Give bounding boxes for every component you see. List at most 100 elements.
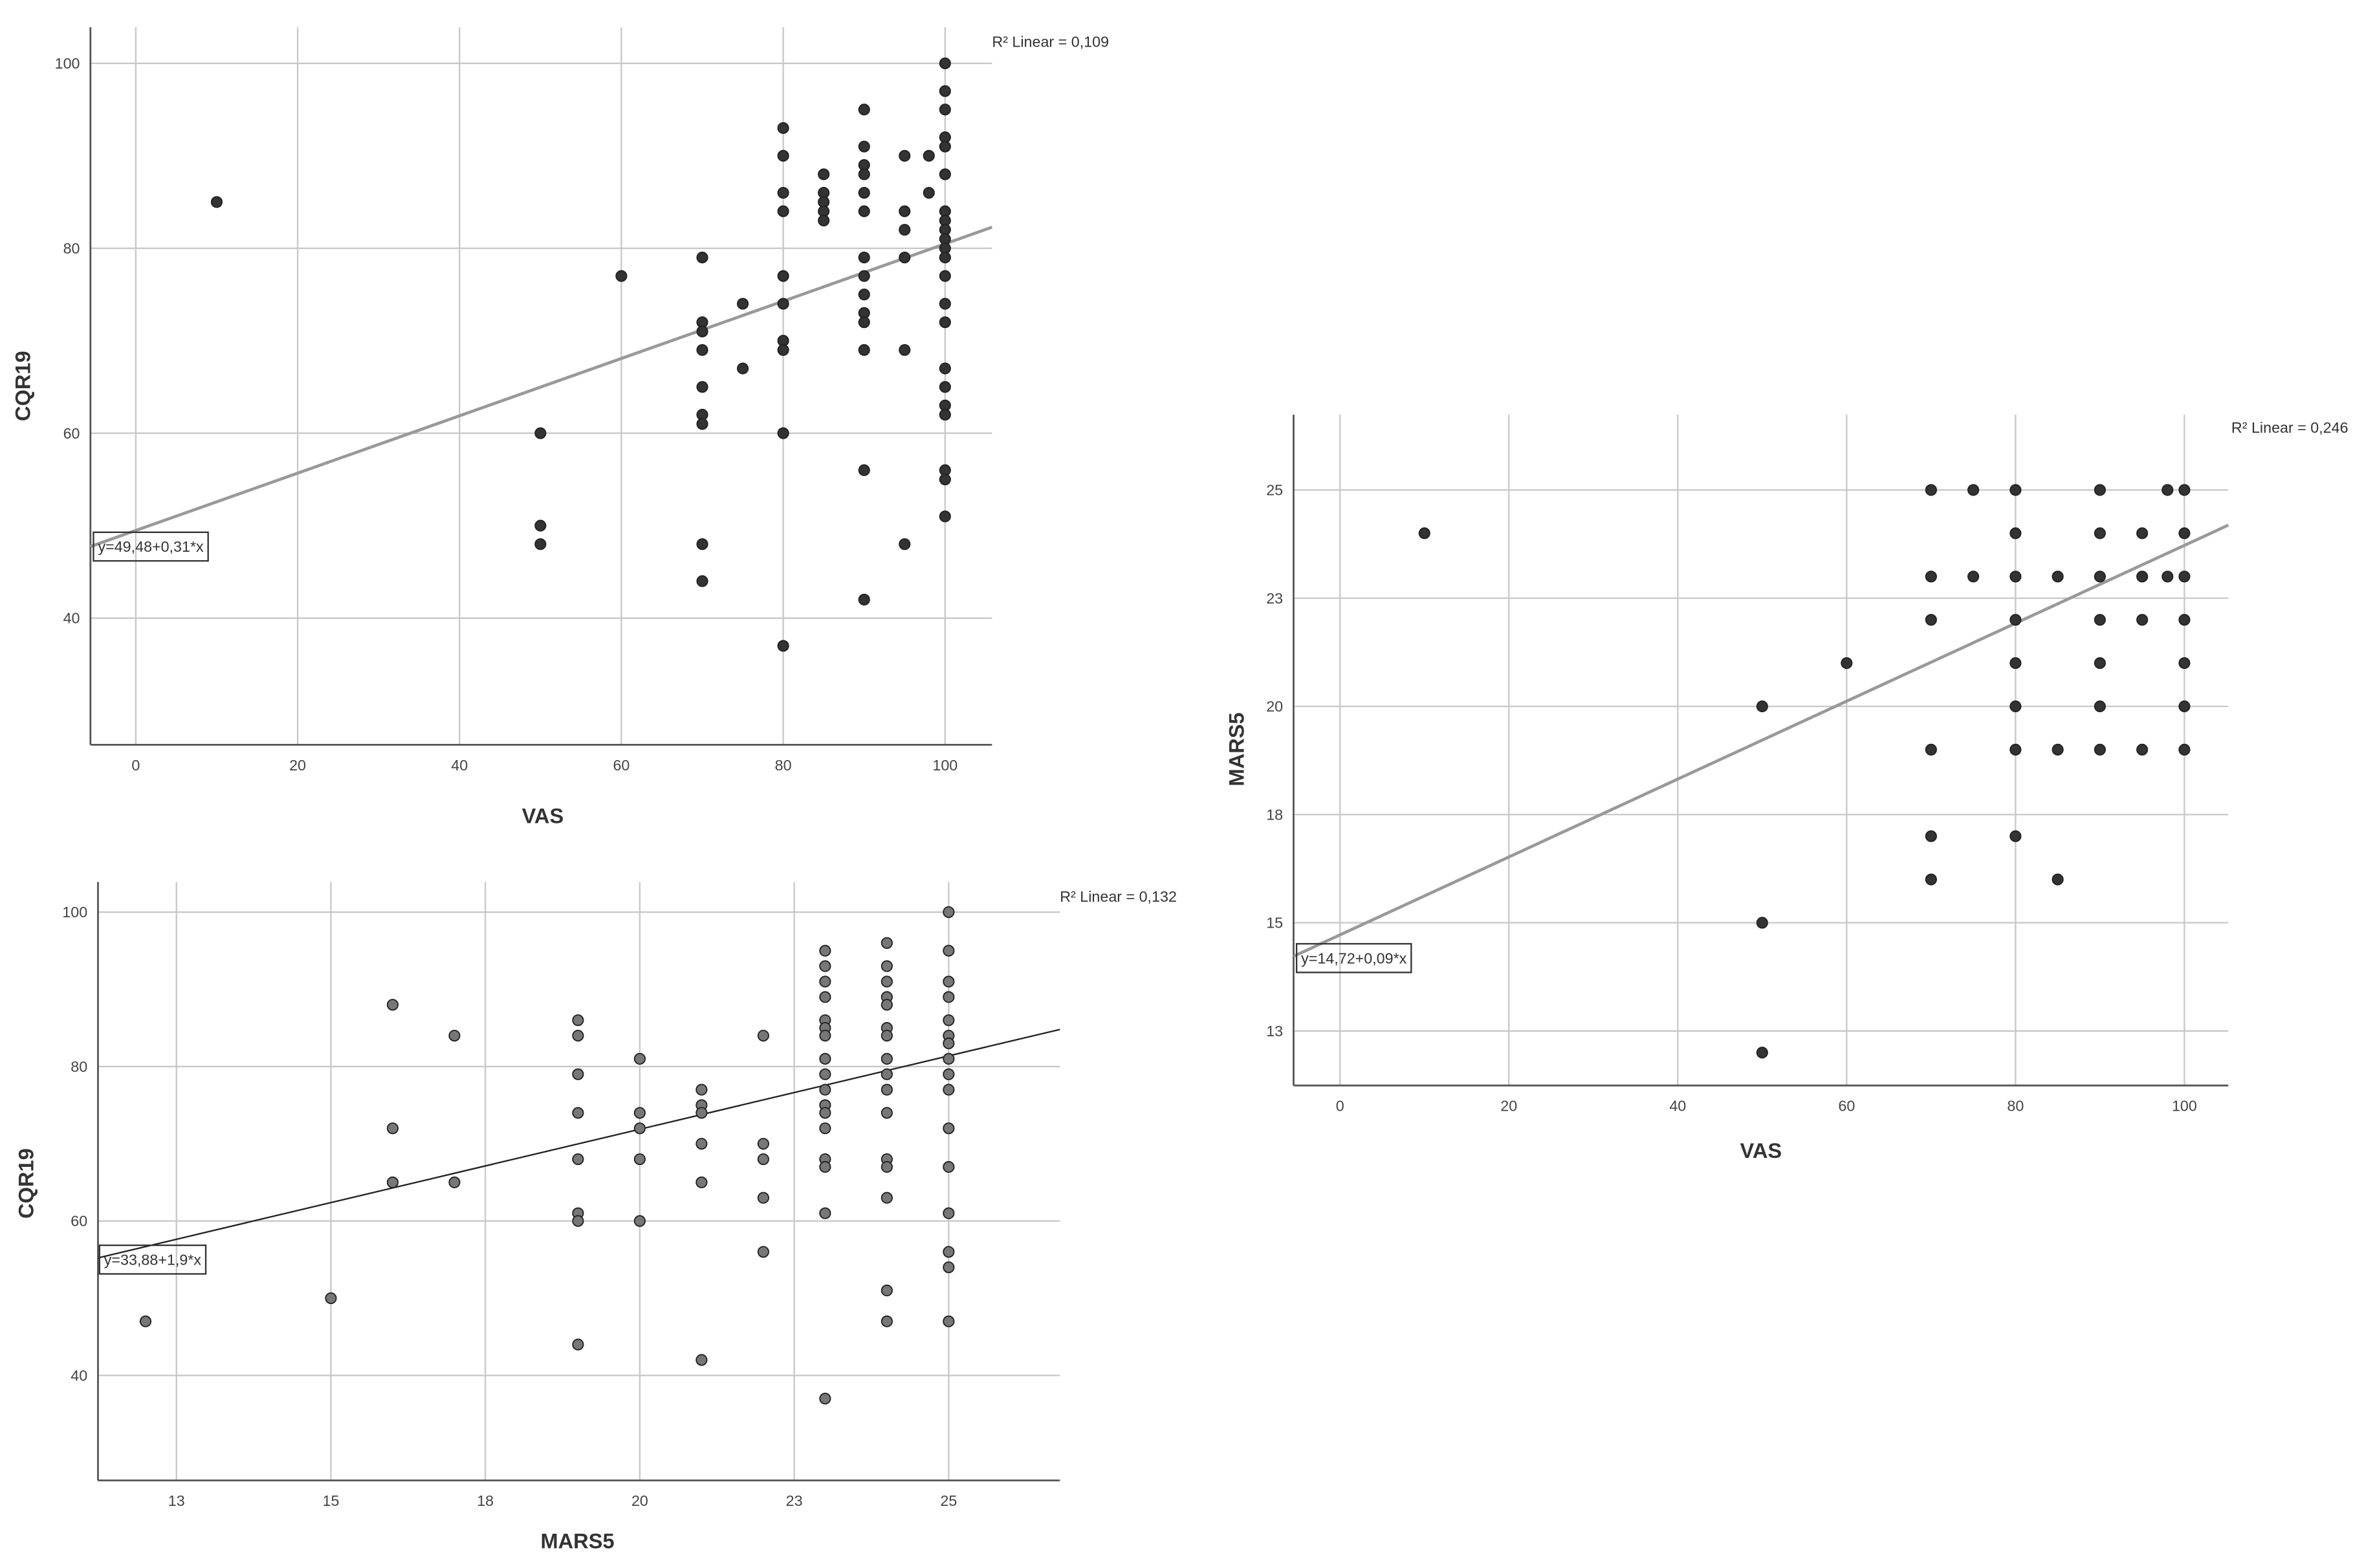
- point: [943, 1014, 955, 1027]
- point: [1967, 571, 1980, 583]
- point: [2094, 743, 2106, 756]
- point: [2052, 571, 2064, 583]
- point: [899, 149, 911, 162]
- point: [858, 168, 870, 180]
- point: [2094, 700, 2106, 713]
- point: [777, 298, 789, 310]
- y-tick-label: 18: [1266, 806, 1283, 823]
- point: [819, 975, 831, 988]
- point: [899, 205, 911, 217]
- y-tick-label: 20: [1266, 698, 1283, 715]
- point: [858, 316, 870, 329]
- point: [1418, 527, 1430, 539]
- point: [939, 298, 951, 310]
- x-tick-label: 80: [775, 757, 792, 774]
- point: [633, 1107, 646, 1119]
- point: [757, 1138, 769, 1150]
- point: [2094, 614, 2106, 626]
- point: [881, 999, 893, 1011]
- point: [923, 149, 935, 162]
- point: [210, 196, 223, 208]
- point: [736, 362, 749, 375]
- point: [819, 1029, 831, 1042]
- fit-label: y=14,72+0,09*x: [1301, 950, 1407, 966]
- point: [1925, 484, 1937, 496]
- point: [858, 270, 870, 282]
- point: [2009, 657, 2022, 670]
- point: [2162, 571, 2174, 583]
- x-tick-label: 40: [1669, 1098, 1686, 1115]
- point: [881, 975, 893, 988]
- point: [696, 575, 708, 587]
- point: [572, 1153, 584, 1166]
- point: [386, 1176, 399, 1188]
- point: [777, 205, 789, 217]
- point: [923, 186, 935, 199]
- x-axis-label: VAS: [1740, 1138, 1782, 1162]
- point: [2178, 484, 2191, 496]
- point: [2178, 527, 2191, 539]
- point: [819, 944, 831, 957]
- point: [696, 418, 708, 430]
- x-axis-label: MARS5: [540, 1529, 614, 1552]
- point: [818, 214, 830, 227]
- point: [777, 186, 789, 199]
- point: [943, 1261, 955, 1274]
- point: [2162, 484, 2174, 496]
- point: [881, 937, 893, 949]
- point: [943, 1207, 955, 1219]
- y-tick-label: 80: [63, 240, 80, 257]
- point: [943, 1052, 955, 1065]
- point: [757, 1153, 769, 1166]
- point: [2009, 571, 2022, 583]
- point: [939, 57, 951, 69]
- point: [939, 168, 951, 180]
- point: [139, 1315, 152, 1327]
- point: [2178, 743, 2191, 756]
- point: [695, 1176, 708, 1188]
- point: [899, 224, 911, 236]
- plot: 0 20 40 60 80 100 13 15 18 20 23 25 y=14,72+0,09*x R²…: [1225, 415, 2348, 1162]
- point: [939, 510, 951, 523]
- point: [696, 343, 708, 356]
- point: [858, 205, 870, 217]
- point: [696, 325, 708, 338]
- point: [572, 1107, 584, 1119]
- point: [939, 252, 951, 264]
- point: [696, 381, 708, 393]
- point: [633, 1153, 646, 1166]
- y-tick-label: 40: [71, 1367, 87, 1384]
- point: [881, 1068, 893, 1080]
- fit-label-box: [1295, 942, 1412, 974]
- x-tick-label: 0: [131, 757, 140, 774]
- x-tick-label: 40: [451, 757, 468, 774]
- point: [757, 1192, 769, 1204]
- point: [819, 1160, 831, 1173]
- point: [858, 464, 870, 476]
- fit-line: [1293, 523, 2229, 958]
- x-tick-label: 20: [631, 1492, 648, 1509]
- x-tick-label: 18: [477, 1492, 494, 1509]
- point: [899, 343, 911, 356]
- point: [943, 906, 955, 919]
- point: [2009, 830, 2022, 842]
- x-axis-label: VAS: [522, 804, 564, 828]
- point: [448, 1176, 461, 1188]
- point: [881, 1315, 893, 1327]
- point: [2094, 571, 2106, 583]
- x-tick-label: 100: [2172, 1098, 2197, 1115]
- point: [1925, 873, 1937, 886]
- point: [858, 343, 870, 356]
- point: [696, 538, 708, 550]
- point: [943, 991, 955, 1003]
- point: [881, 960, 893, 972]
- point: [777, 122, 789, 135]
- point: [943, 1246, 955, 1258]
- point: [777, 640, 789, 652]
- point: [939, 270, 951, 282]
- r2-label: R² Linear = 0,109: [992, 33, 1109, 50]
- point: [899, 252, 911, 264]
- x-tick-label: 80: [2007, 1098, 2024, 1115]
- point: [695, 1107, 708, 1119]
